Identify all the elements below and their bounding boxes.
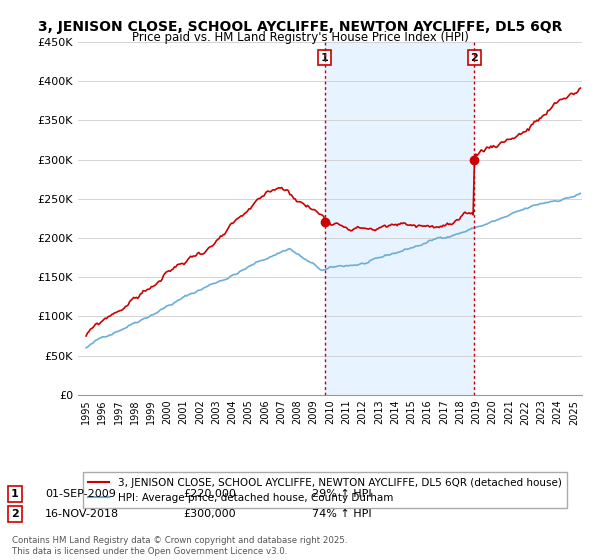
Text: Contains HM Land Registry data © Crown copyright and database right 2025.
This d: Contains HM Land Registry data © Crown c… — [12, 536, 347, 556]
Text: 74% ↑ HPI: 74% ↑ HPI — [312, 509, 371, 519]
Text: 1: 1 — [321, 53, 329, 63]
Legend: 3, JENISON CLOSE, SCHOOL AYCLIFFE, NEWTON AYCLIFFE, DL5 6QR (detached house), HP: 3, JENISON CLOSE, SCHOOL AYCLIFFE, NEWTO… — [83, 472, 566, 508]
Text: Price paid vs. HM Land Registry's House Price Index (HPI): Price paid vs. HM Land Registry's House … — [131, 31, 469, 44]
Text: 2: 2 — [11, 509, 19, 519]
Text: 1: 1 — [11, 489, 19, 499]
Bar — [325, 42, 475, 395]
Text: £300,000: £300,000 — [183, 509, 236, 519]
Text: 01-SEP-2009: 01-SEP-2009 — [45, 489, 116, 499]
Text: 3, JENISON CLOSE, SCHOOL AYCLIFFE, NEWTON AYCLIFFE, DL5 6QR: 3, JENISON CLOSE, SCHOOL AYCLIFFE, NEWTO… — [38, 20, 562, 34]
Text: 16-NOV-2018: 16-NOV-2018 — [45, 509, 119, 519]
Text: 29% ↑ HPI: 29% ↑ HPI — [312, 489, 371, 499]
Text: £220,000: £220,000 — [183, 489, 236, 499]
Text: 2: 2 — [470, 53, 478, 63]
